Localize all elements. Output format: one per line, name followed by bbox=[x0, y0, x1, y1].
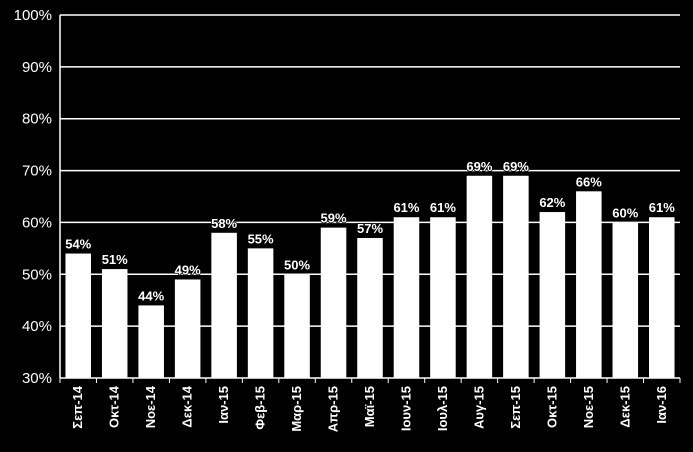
data-label: 49% bbox=[175, 262, 201, 277]
bar bbox=[138, 305, 164, 378]
bar bbox=[320, 227, 347, 378]
x-tick-label: Ιαν-16 bbox=[654, 386, 669, 424]
x-tick-label: Απρ-15 bbox=[326, 386, 341, 432]
x-tick-label: Δεκ-15 bbox=[617, 386, 632, 428]
x-tick-label: Ιουν-15 bbox=[398, 386, 413, 431]
data-label: 69% bbox=[466, 159, 492, 174]
y-tick-label: 40% bbox=[22, 318, 52, 335]
x-tick-label: Ιουλ-15 bbox=[435, 386, 450, 431]
bar bbox=[393, 217, 420, 378]
bar bbox=[211, 232, 237, 378]
x-tick-label: Δεκ-14 bbox=[180, 385, 195, 427]
bar bbox=[430, 217, 456, 378]
x-tick-label: Φεβ-15 bbox=[253, 386, 268, 430]
bar bbox=[539, 212, 566, 378]
data-label: 57% bbox=[357, 221, 383, 236]
x-axis-ticks: Σεπ-14 Οκτ-14 Νοε-14 Δεκ-14 Ιαν-15 Φεβ-15 Μαρ-… bbox=[59, 378, 681, 432]
data-label: 61% bbox=[393, 200, 419, 215]
y-tick-label: 70% bbox=[22, 163, 52, 180]
bars bbox=[65, 175, 675, 378]
data-labels: 54% 51% 44% 49% 58% 55% 50% 59% 57% 61% 61% 69% 69% 6… bbox=[64, 158, 675, 304]
x-tick-label: Σεπ-14 bbox=[70, 385, 85, 428]
x-tick-label: Μαϊ-15 bbox=[362, 386, 377, 427]
data-label: 44% bbox=[138, 288, 164, 303]
y-tick-label: 100% bbox=[14, 7, 52, 24]
data-label: 51% bbox=[102, 252, 128, 267]
y-tick-label: 90% bbox=[22, 59, 52, 76]
bar bbox=[503, 175, 529, 378]
data-label: 60% bbox=[612, 205, 638, 220]
bar bbox=[466, 175, 493, 378]
x-tick-label: Μαρ-15 bbox=[289, 386, 304, 432]
x-tick-label: Νοε-14 bbox=[143, 385, 158, 428]
data-label: 50% bbox=[284, 257, 310, 272]
bar bbox=[65, 253, 91, 378]
data-label: 61% bbox=[430, 200, 456, 215]
data-label: 66% bbox=[576, 174, 602, 189]
data-label: 59% bbox=[321, 211, 347, 226]
data-label: 62% bbox=[539, 195, 565, 210]
data-label: 69% bbox=[503, 159, 529, 174]
x-tick-label: Ιαν-15 bbox=[216, 386, 231, 424]
bar bbox=[576, 191, 602, 378]
y-tick-label: 30% bbox=[22, 370, 52, 387]
x-tick-label: Νοε-15 bbox=[581, 386, 596, 428]
y-tick-label: 60% bbox=[22, 214, 52, 231]
data-label: 58% bbox=[211, 216, 237, 231]
bar bbox=[101, 269, 128, 378]
y-tick-label: 80% bbox=[22, 111, 52, 128]
bar bbox=[357, 237, 383, 378]
x-tick-label: Οκτ-14 bbox=[107, 385, 122, 428]
bar bbox=[649, 217, 675, 378]
data-label: 55% bbox=[248, 231, 274, 246]
y-tick-label: 50% bbox=[22, 266, 52, 283]
x-tick-label: Οκτ-15 bbox=[544, 386, 559, 428]
bar bbox=[284, 274, 310, 378]
data-label: 61% bbox=[649, 200, 675, 215]
x-tick-label: Σεπ-15 bbox=[508, 386, 523, 429]
bar bbox=[247, 248, 274, 378]
data-label: 54% bbox=[65, 237, 91, 252]
x-tick-label: Αυγ-15 bbox=[471, 386, 486, 429]
bar bbox=[612, 222, 639, 378]
y-axis-ticks: 30% 40% 50% 60% 70% 80% 90% 100% bbox=[14, 7, 52, 387]
bar bbox=[174, 279, 201, 378]
